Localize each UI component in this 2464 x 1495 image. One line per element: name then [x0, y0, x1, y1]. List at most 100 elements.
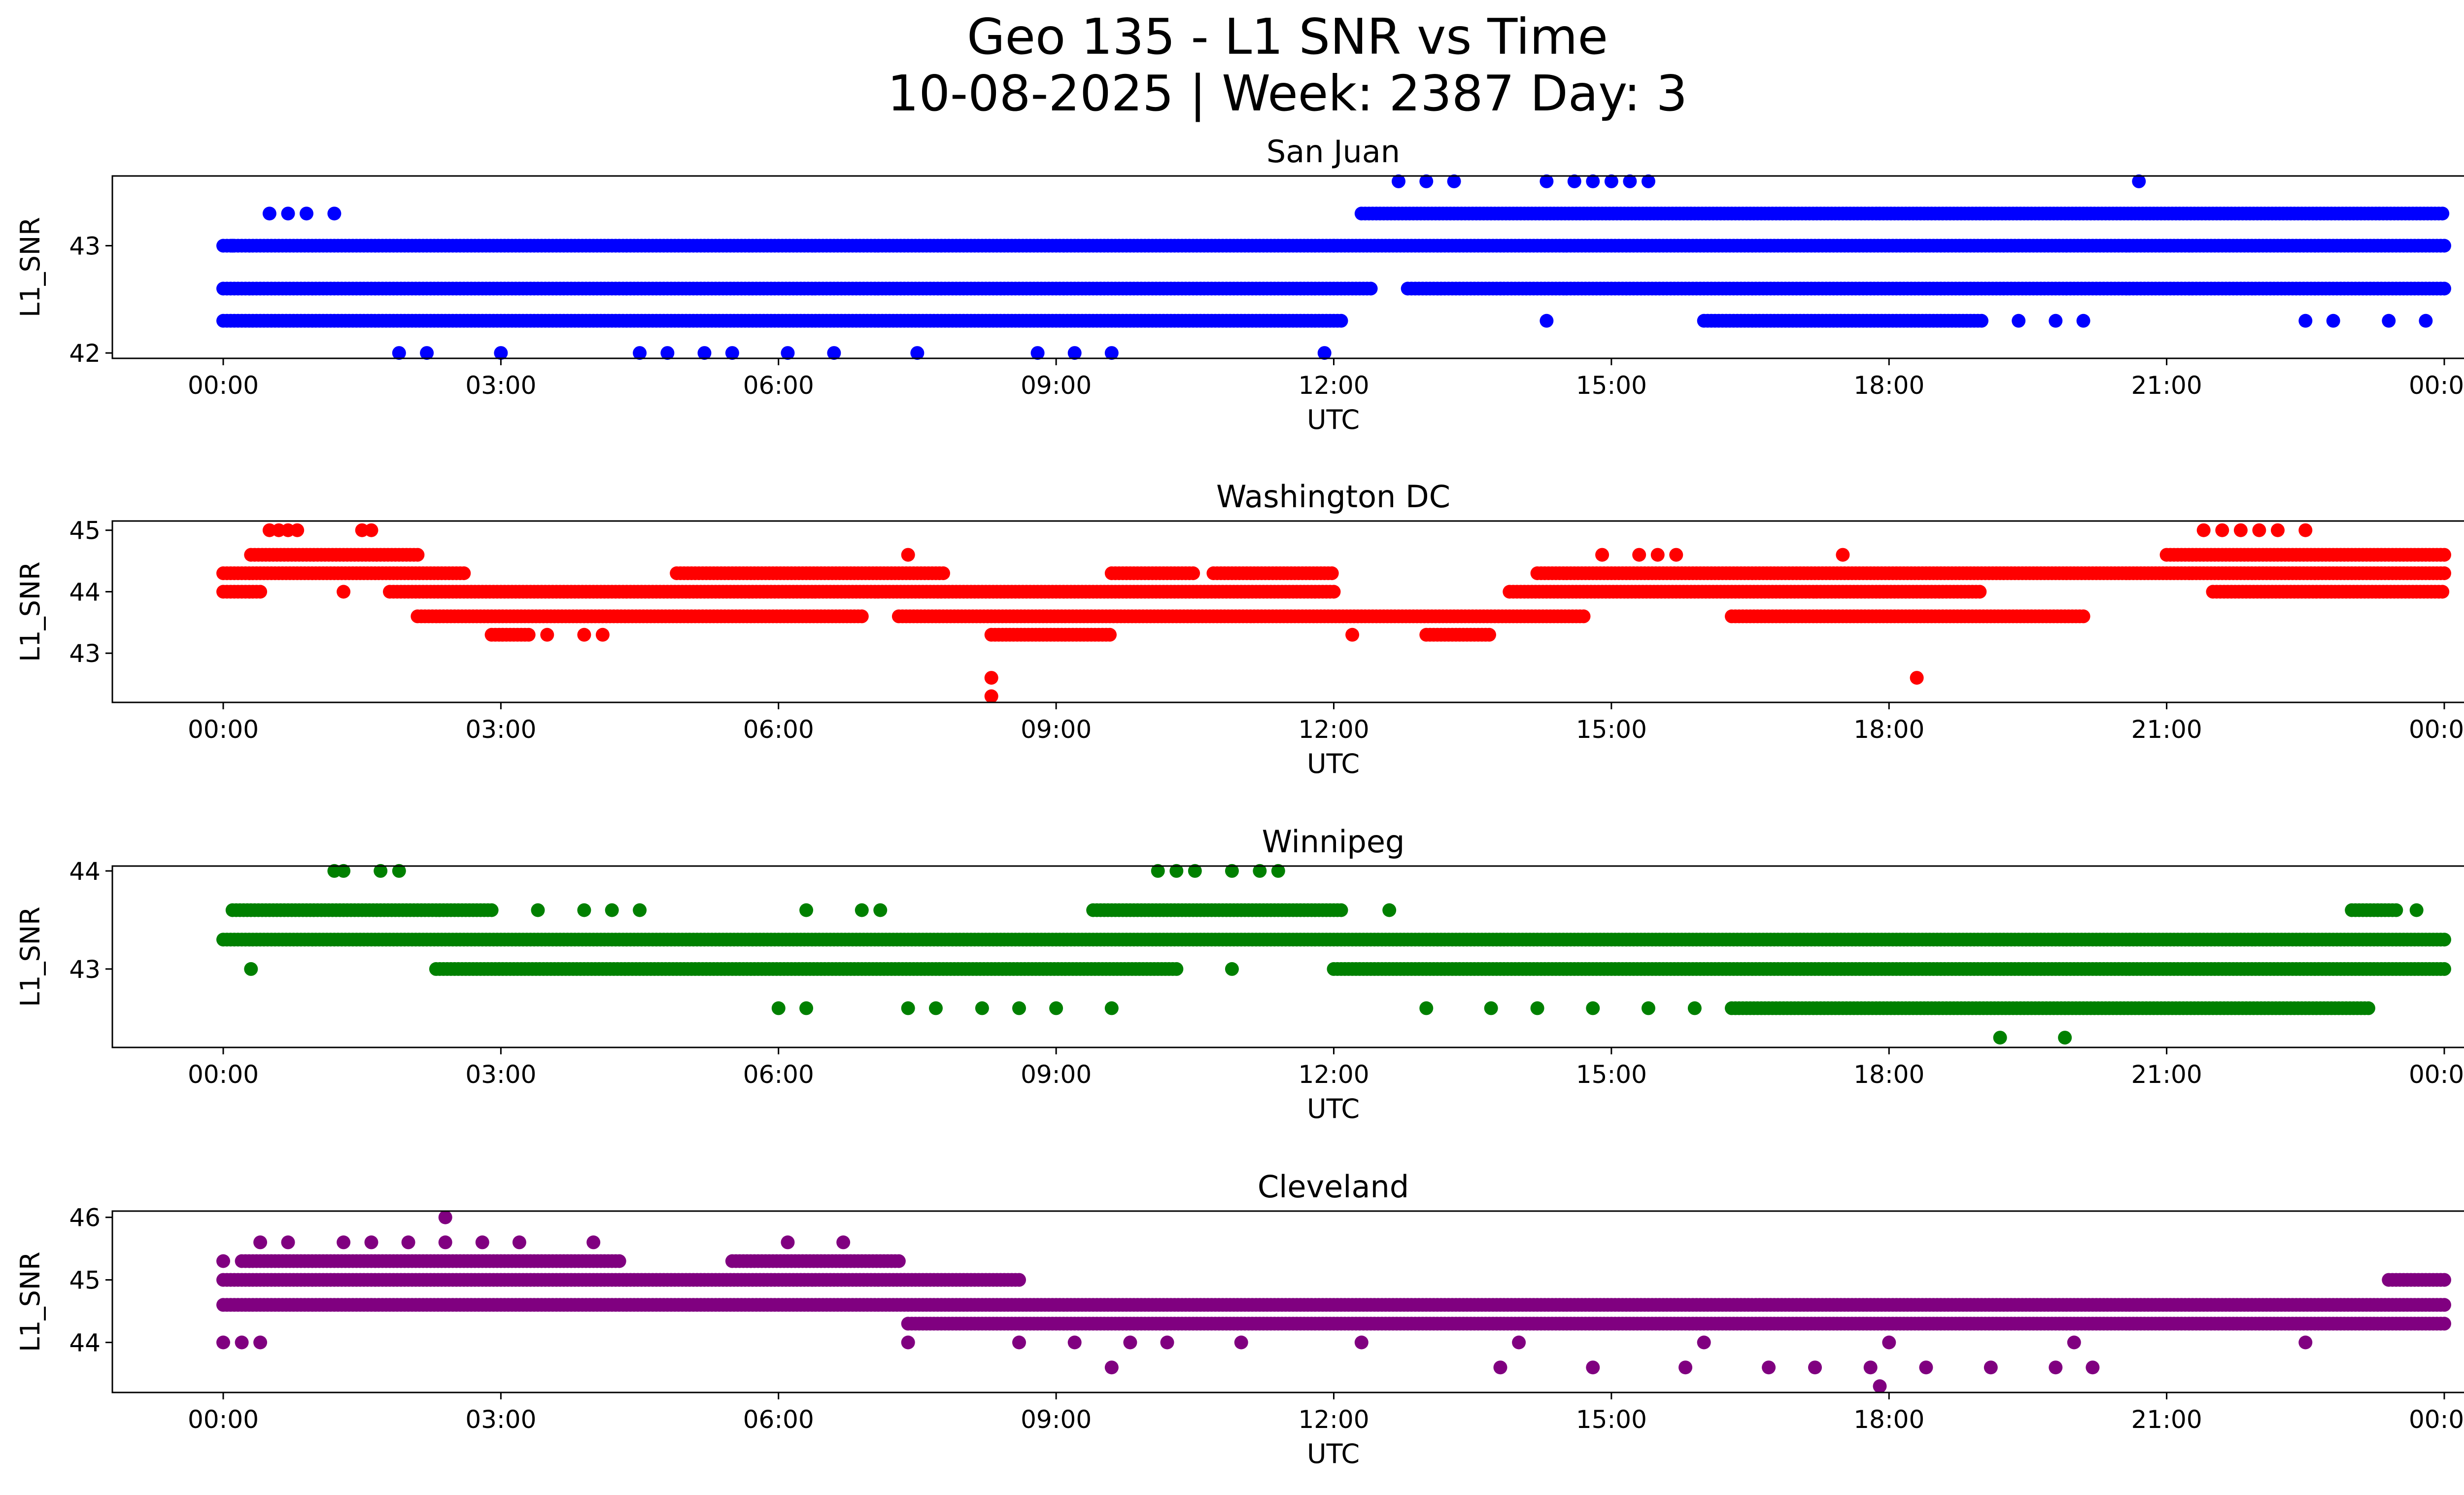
data-point	[364, 523, 378, 537]
subplot-title: Winnipeg	[1262, 824, 1405, 860]
x-tick-label: 03:00	[465, 1060, 536, 1089]
data-point	[225, 239, 240, 253]
data-point	[392, 346, 406, 360]
subplot-title: Cleveland	[1258, 1169, 1409, 1205]
data-point	[1669, 548, 1683, 562]
data-point	[1975, 313, 1988, 328]
x-tick-label: 12:00	[1298, 371, 1369, 400]
data-point	[1103, 627, 1117, 642]
data-point	[799, 903, 814, 917]
x-tick-label: 18:00	[1853, 371, 1924, 400]
y-axis-label: L1_SNR	[15, 561, 46, 662]
x-tick-label: 00:00	[188, 715, 259, 744]
data-point	[2215, 523, 2229, 537]
x-tick-label: 09:00	[1021, 371, 1092, 400]
data-point	[1067, 346, 1082, 360]
x-tick-label: 00:00	[2409, 371, 2464, 400]
x-tick-label: 21:00	[2131, 371, 2202, 400]
data-point	[1650, 548, 1665, 562]
data-point	[411, 548, 425, 562]
data-point	[2252, 523, 2266, 537]
data-point	[984, 671, 998, 685]
data-point	[1049, 1001, 1063, 1015]
data-point	[2437, 962, 2451, 976]
data-point	[2049, 313, 2063, 328]
data-point	[1104, 1001, 1119, 1015]
data-point	[781, 346, 795, 360]
x-axis-label: UTC	[1307, 748, 1360, 779]
data-point	[1169, 962, 1184, 976]
x-tick-label: 00:00	[188, 1060, 259, 1089]
series-markers	[216, 864, 2451, 1045]
data-point	[540, 627, 554, 642]
x-tick-label: 09:00	[1021, 715, 1092, 744]
x-axis-label: UTC	[1307, 404, 1360, 435]
data-point	[771, 1001, 786, 1015]
data-point	[2437, 239, 2451, 253]
data-point	[1642, 1001, 1655, 1015]
data-point	[300, 207, 313, 221]
data-point	[1604, 174, 1618, 188]
data-point	[855, 609, 869, 624]
y-axis-label: L1_SNR	[15, 217, 46, 317]
data-point	[605, 903, 619, 917]
x-tick-label: 15:00	[1576, 715, 1647, 744]
data-point	[1586, 1001, 1600, 1015]
data-point	[2058, 1031, 2072, 1045]
data-point	[2409, 903, 2424, 917]
x-tick-label: 12:00	[1298, 715, 1369, 744]
data-point	[290, 523, 305, 537]
data-point	[1225, 962, 1239, 976]
y-tick-label: 43	[69, 639, 101, 668]
x-tick-label: 06:00	[743, 1060, 814, 1089]
data-point	[2382, 313, 2396, 328]
data-point	[2361, 1001, 2375, 1015]
y-tick-label: 43	[69, 232, 101, 260]
axes-frame	[111, 175, 2464, 359]
data-point	[2298, 523, 2313, 537]
data-point	[577, 903, 591, 917]
subplot-title: San Juan	[1266, 134, 1400, 170]
x-tick-label: 18:00	[1853, 715, 1924, 744]
data-point	[855, 903, 869, 917]
data-point	[1623, 174, 1637, 188]
series-markers	[216, 523, 2451, 703]
data-point	[1642, 174, 1655, 188]
data-point	[1030, 346, 1045, 360]
data-point	[901, 548, 915, 562]
data-point	[910, 346, 924, 360]
data-point	[1186, 566, 1200, 580]
data-point	[2326, 313, 2340, 328]
data-point	[984, 689, 998, 703]
data-point	[1836, 548, 1850, 562]
y-tick-label: 45	[69, 517, 101, 545]
subplot-title: Washington DC	[1216, 479, 1450, 515]
data-point	[1586, 174, 1600, 188]
x-tick-label: 12:00	[1298, 1060, 1369, 1089]
x-tick-label: 00:00	[188, 371, 259, 400]
data-point	[633, 346, 647, 360]
data-point	[2437, 548, 2451, 562]
data-point	[1910, 671, 1924, 685]
data-point	[1345, 627, 1360, 642]
x-tick-label: 21:00	[2131, 1060, 2202, 1089]
data-point	[1484, 1001, 1498, 1015]
y-tick-label: 44	[69, 578, 101, 606]
data-point	[244, 962, 258, 976]
data-point	[262, 207, 276, 221]
x-tick-label: 18:00	[1853, 1060, 1924, 1089]
data-point	[1327, 585, 1341, 599]
data-point	[2076, 609, 2090, 624]
figure-title-line-1: Geo 135 - L1 SNR vs Time	[967, 8, 1608, 66]
data-point	[2132, 174, 2146, 188]
y-tick-label: 44	[69, 857, 101, 886]
data-point	[1382, 903, 1397, 917]
x-tick-label: 03:00	[465, 715, 536, 744]
data-point	[2076, 313, 2090, 328]
data-point	[2437, 281, 2451, 296]
series-markers	[216, 1210, 2451, 1393]
data-point	[901, 1001, 915, 1015]
data-point	[1419, 1001, 1434, 1015]
